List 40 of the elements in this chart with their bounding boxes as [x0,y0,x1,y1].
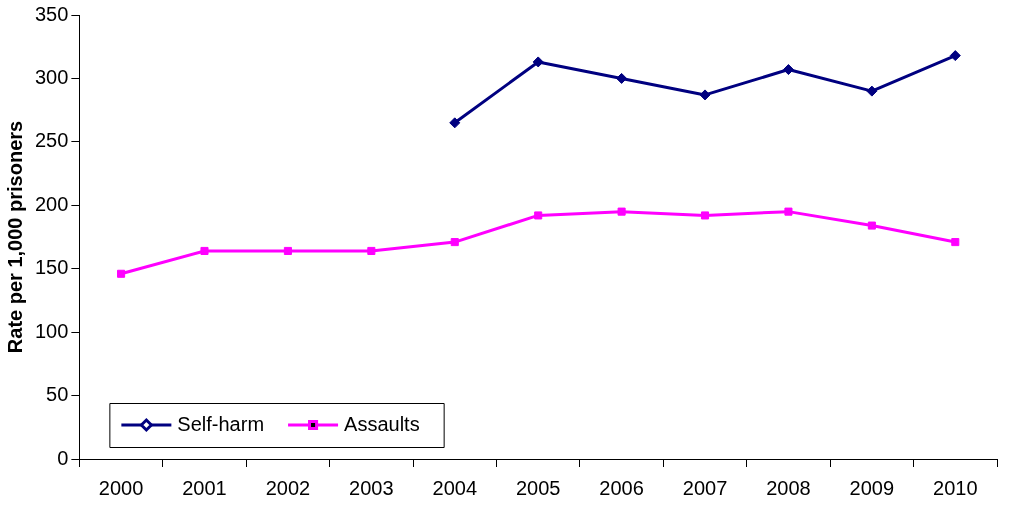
point [534,211,543,220]
point [617,207,626,216]
y-tick-label: 150 [34,256,69,279]
y-tick-label: 350 [34,2,69,25]
x-tick-label: 2006 [599,476,644,499]
point [283,246,292,255]
point [532,56,544,68]
y-axis-title: Rate per 1,000 prisoners [3,120,26,354]
point [951,238,960,247]
point [866,85,878,97]
x-tick-label: 2001 [182,476,227,499]
legend-label: Self-harm [177,412,265,435]
point [784,207,793,216]
x-tick-label: 2004 [432,476,478,499]
x-tick-label: 2010 [933,476,978,499]
y-tick-label: 200 [34,192,69,215]
y-tick-label: 50 [46,383,69,406]
point [700,211,710,220]
point [782,64,794,76]
point [949,50,961,62]
x-tick-label: 2008 [766,476,811,499]
x-tick-label: 2009 [849,476,895,499]
y-tick-label: 0 [57,446,69,469]
x-tick-label: 2000 [98,476,144,499]
y-tick-label: 100 [34,319,69,342]
x-tick-label: 2002 [265,476,311,499]
point [117,269,126,278]
point [616,72,628,84]
point [449,117,461,129]
legend-label: Assaults [344,412,420,435]
x-tick-label: 2007 [682,476,728,499]
x-tick-label: 2003 [349,476,394,499]
point [367,246,376,255]
point [867,221,876,230]
point [699,89,711,101]
point [200,246,209,255]
y-tick-label: 300 [34,65,69,88]
x-tick-label: 2005 [515,476,561,499]
y-tick-label: 250 [34,129,69,152]
point [450,238,459,247]
